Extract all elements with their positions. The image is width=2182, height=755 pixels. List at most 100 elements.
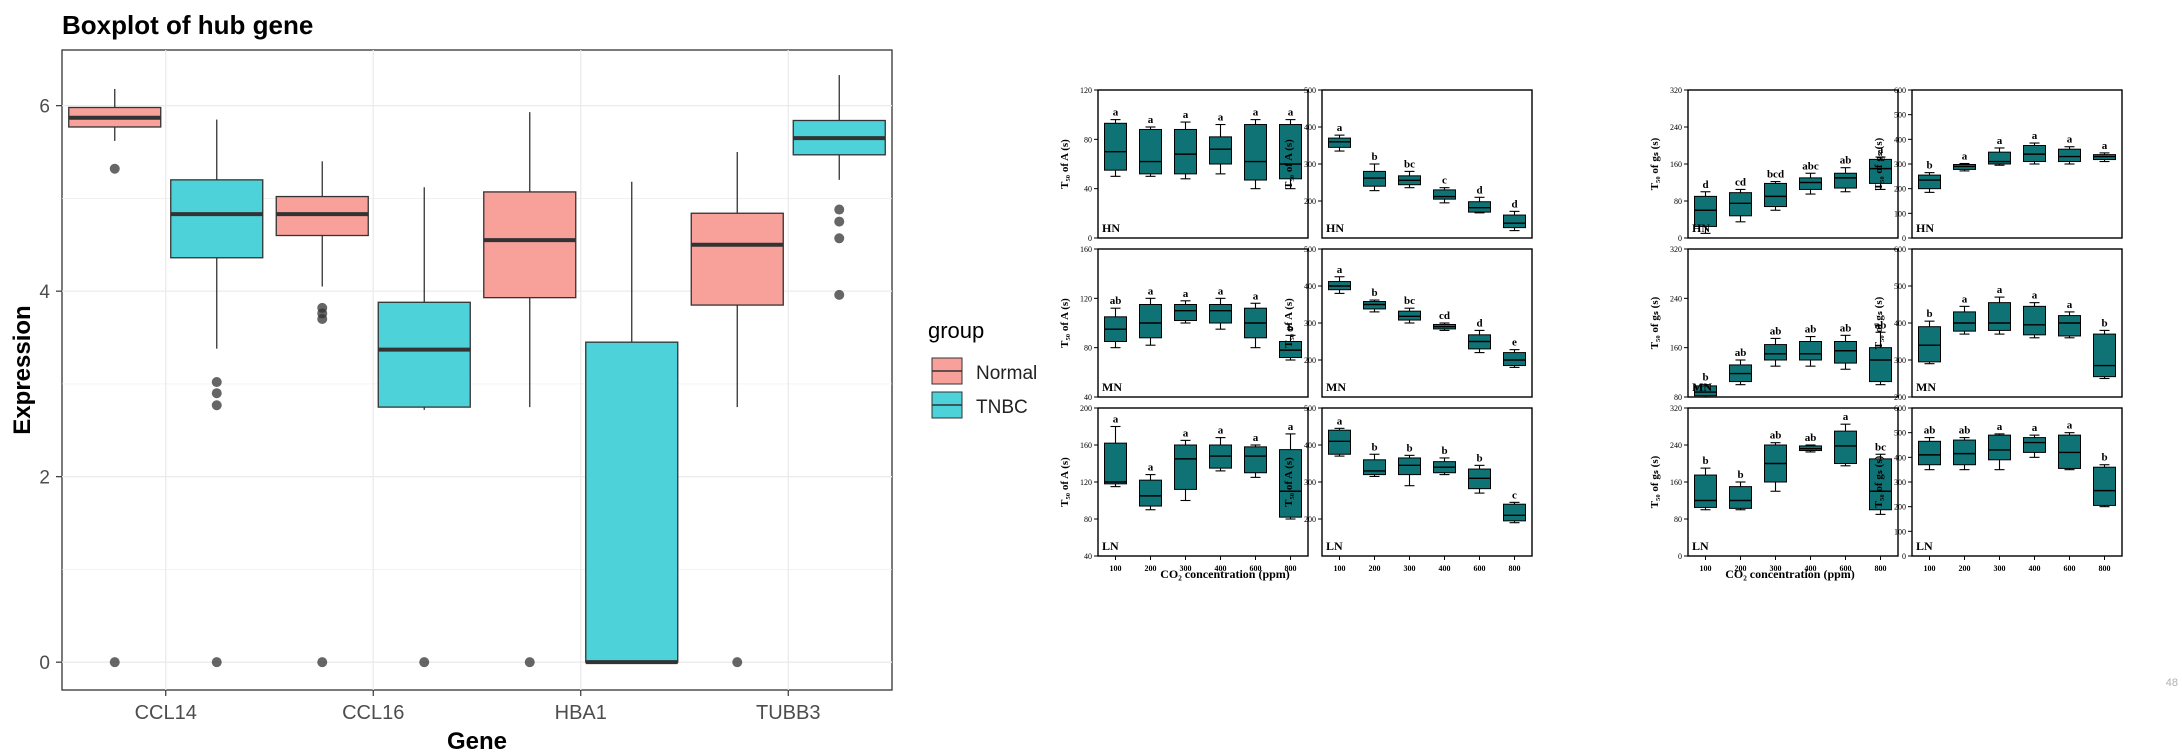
significance-letter: a <box>1148 462 1154 474</box>
panel-box <box>1104 442 1127 485</box>
significance-letter: ab <box>1735 347 1747 359</box>
panel-y-tick-label: 80 <box>1084 344 1092 353</box>
panel-y-tick-label: 80 <box>1674 393 1682 402</box>
panel-y-tick-label: 400 <box>1304 282 1316 291</box>
panel-hn-3: 0 80 160 240 320 T₅₀ of gₛ (s) d cd bcd abc ab a HN <box>1649 86 1899 243</box>
panel-y-tick-label: 80 <box>1674 515 1682 524</box>
outlier-point <box>524 657 535 668</box>
page-corner-mark: 48 <box>2166 677 2178 689</box>
panel-x-tick-label: 100 <box>1110 564 1122 573</box>
significance-letter: b <box>1926 160 1932 172</box>
chart-title: Boxplot of hub gene <box>62 10 313 40</box>
panel-box <box>1174 128 1197 175</box>
panel-y-tick-label: 600 <box>1894 86 1906 95</box>
panel-y-tick-label: 500 <box>1894 429 1906 438</box>
panel-frame <box>1911 248 2123 398</box>
panel-y-label: T₅₀ of A (s) <box>1283 139 1295 189</box>
significance-letter: d <box>1702 179 1708 191</box>
panel-box <box>1433 189 1456 200</box>
panel-y-tick-label: 40 <box>1084 552 1092 561</box>
panel-ln-2: 200 300 400 500 T₅₀ of A (s) a b b b b c LN 100 200 30… <box>1283 404 1533 573</box>
panel-y-tick-label: 500 <box>1304 404 1316 413</box>
box-iqr <box>483 191 577 299</box>
panel-box <box>1834 172 1857 189</box>
significance-letter: a <box>2067 299 2073 311</box>
significance-letter: d <box>1511 198 1517 210</box>
panel-y-tick-label: 200 <box>1894 393 1906 402</box>
panel-y-tick-label: 300 <box>1894 160 1906 169</box>
x-tick-label: CCL14 <box>135 702 197 724</box>
panel-x-tick-label: 200 <box>1959 564 1971 573</box>
panel-frame <box>1911 407 2123 557</box>
panel-nitrogen-label: LN <box>1102 539 1119 553</box>
panel-box <box>1869 347 1892 383</box>
significance-letter: bc <box>1875 441 1886 453</box>
box-normal-hba1 <box>483 112 577 668</box>
significance-letter: bcd <box>1767 169 1784 181</box>
significance-letter: a <box>1288 421 1294 433</box>
panel-x-tick-label: 600 <box>2064 564 2076 573</box>
box-tnbc-ccl16 <box>377 187 471 668</box>
panel-nitrogen-label: MN <box>1916 380 1936 394</box>
panel-y-label: T₅₀ of gₛ (s) <box>1649 296 1661 349</box>
xaxis-label-right-group: CO₂ concentration (ppm) <box>1725 567 1855 581</box>
hub-gene-boxplot: Boxplot of hub gene 0 2 4 6 CCL14 CCL16 HBA1 T… <box>9 10 1037 755</box>
significance-letter: a <box>1997 421 2003 433</box>
panel-x-tick-label: 200 <box>1735 564 1747 573</box>
panel-box <box>1244 446 1267 474</box>
significance-letter: ab <box>1770 325 1782 337</box>
panel-frame <box>1687 89 1899 239</box>
panel-y-tick-label: 160 <box>1670 478 1682 487</box>
panel-x-tick-label: 100 <box>1334 564 1346 573</box>
significance-letter: ab <box>1924 425 1936 437</box>
panel-frame <box>1321 407 1533 557</box>
box-iqr <box>690 212 784 306</box>
significance-letter: c <box>1512 489 1517 501</box>
significance-letter: ab <box>1875 319 1887 331</box>
panel-x-tick-label: 300 <box>1180 564 1192 573</box>
x-axis: CCL14 CCL16 HBA1 TUBB3 <box>135 690 820 724</box>
significance-letter: a <box>1878 144 1884 156</box>
panel-box <box>2058 148 2081 163</box>
panel-box <box>1209 136 1232 165</box>
panel-y-label: T₅₀ of A (s) <box>1283 457 1295 507</box>
significance-letter: b <box>1371 151 1377 163</box>
panel-y-tick-label: 300 <box>1894 478 1906 487</box>
panel-x-tick-label: 600 <box>1840 564 1852 573</box>
panel-box <box>2058 315 2081 337</box>
panel-box <box>2023 305 2046 336</box>
panel-x-tick-label: 100 <box>1700 564 1712 573</box>
panel-y-tick-label: 80 <box>1084 135 1092 144</box>
panel-y-label: T₅₀ of gₛ (s) <box>1873 455 1885 508</box>
panel-box <box>1799 177 1822 190</box>
panel-y-tick-label: 200 <box>1304 515 1316 524</box>
boxplot-boxes <box>68 75 886 668</box>
panel-x-tick-label: 600 <box>1250 564 1262 573</box>
significance-letter: ab <box>1840 155 1852 167</box>
panel-box <box>1694 195 1717 227</box>
significance-letter: a <box>2067 134 2073 146</box>
panel-y-tick-label: 120 <box>1080 86 1092 95</box>
significance-letter: a <box>1253 290 1259 302</box>
significance-letter: a <box>1253 107 1259 119</box>
panel-y-label: T₅₀ of A (s) <box>1059 298 1071 348</box>
significance-letter: b <box>1702 455 1708 467</box>
panel-box <box>1503 352 1526 367</box>
x-tick-label: HBA1 <box>555 702 607 724</box>
panel-nitrogen-label: LN <box>1916 539 1933 553</box>
panel-x-tick-label: 600 <box>1474 564 1486 573</box>
legend: group Normal TNBC <box>928 318 1037 419</box>
panel-y-tick-label: 100 <box>1894 209 1906 218</box>
panel-y-tick-label: 320 <box>1670 404 1682 413</box>
panel-box <box>1328 429 1351 455</box>
panel-y-tick-label: 200 <box>1304 197 1316 206</box>
significance-letter: b <box>2101 452 2107 464</box>
box-iqr <box>377 301 471 408</box>
panel-box <box>1328 137 1351 148</box>
panel-nitrogen-label: MN <box>1102 380 1122 394</box>
panel-hn-2: 200 300 400 500 T₅₀ of A (s) a b bc c d d HN <box>1283 86 1533 239</box>
legend-key-tnbc <box>931 391 963 419</box>
box-normal-tubb3 <box>690 152 784 668</box>
legend-title: group <box>928 318 984 343</box>
